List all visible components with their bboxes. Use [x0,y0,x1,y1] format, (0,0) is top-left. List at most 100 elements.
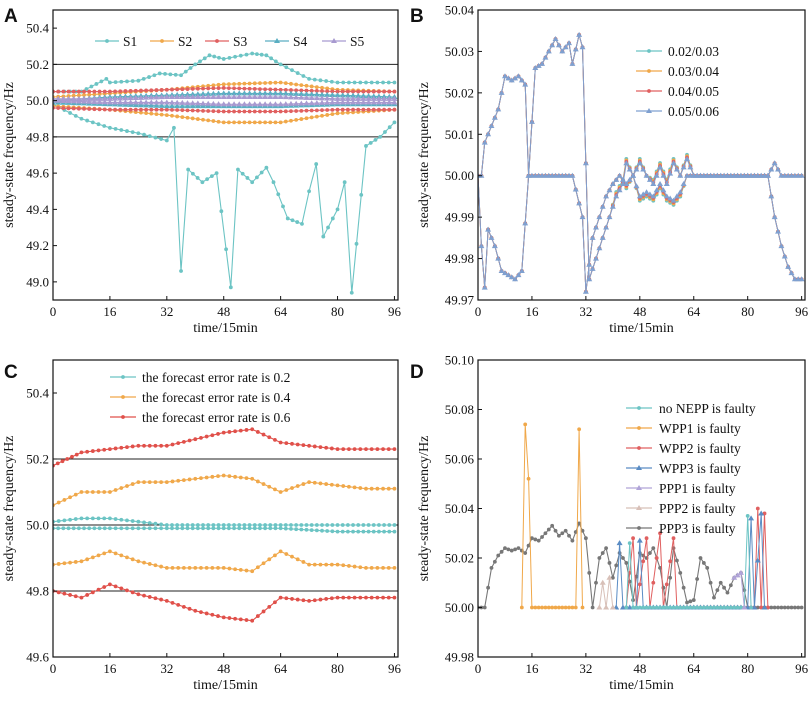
series-S3-lower-point [237,109,242,114]
series-0-05-0-06-upper-point [485,131,492,137]
series-the-forecast-error-rate-is-0-4-lower-point [142,560,146,565]
series-the-forecast-error-rate-is-0-4-lower-point [102,551,107,556]
series-S2-lower-point [164,113,169,118]
series-the-forecast-error-rate-is-0-4-lower-point [358,565,363,570]
series-S1-lower-point [240,171,245,176]
series-S5-lower-point [246,101,253,107]
series-the-forecast-error-rate-is-0-6-lower-point [369,595,374,600]
series-S3-lower-point [221,109,226,114]
series-0-05-0-06-lower-point [788,270,795,276]
series-S3-upper-point [252,87,257,91]
series-the-forecast-error-rate-is-0-6-upper-point [187,438,192,443]
series-S3-lower-point [330,107,335,112]
series-S3-lower-point [66,106,71,111]
series-0-05-0-06-lower-point [613,176,620,182]
panel-d [477,359,806,658]
series-ppp3-base-point [523,551,528,555]
series-S5-lower-point [96,99,103,105]
series-the-forecast-error-rate-is-0-2-lower-point [387,529,392,534]
series-ppp3-base-point [722,585,726,590]
series-S5-upper-point [298,94,305,100]
series-the-forecast-error-rate-is-0-6-lower-point [290,597,294,601]
series-the-forecast-error-rate-is-0-6-upper-point [318,445,323,450]
series-S1-upper-point [284,65,289,70]
series-S1-upper-point [318,78,323,83]
series-S5-upper-point [334,95,341,101]
series-the-forecast-error-rate-is-0-6-upper-point [204,434,209,439]
series-S5-upper-point [272,94,279,99]
series-0-05-0-06-lower-point [670,197,677,203]
series-S2-lower-point [221,120,226,125]
series-0-05-0-06-upper-point [613,193,620,199]
series-S3-upper-point [108,89,112,94]
series-S5-lower-point [81,98,88,104]
series-the-forecast-error-rate-is-0-2-upper-point [289,523,293,527]
series-S5-upper-point [282,94,289,100]
series-the-forecast-error-rate-is-0-4-upper-point [164,480,169,484]
legend-label: S2 [178,34,192,49]
series-S1-lower-point [300,221,304,226]
series-S4-upper-point [298,91,305,97]
series-S5-upper-point [117,95,124,101]
series-the-forecast-error-rate-is-0-4-lower-point [250,569,255,574]
series-S5-upper-point [386,95,393,101]
series-S1-lower-point [364,144,368,148]
series-S5-upper-point [220,94,227,99]
series-S2-upper-point [268,80,273,85]
series-S3-lower-point [170,107,174,112]
series-the-forecast-error-rate-is-0-2-upper-point [221,523,226,527]
series-the-forecast-error-rate-is-0-6-upper-point [284,441,289,446]
series-S1-lower-point [228,285,233,290]
series-the-forecast-error-rate-is-0-2-upper-point [330,523,335,527]
legend-marker [636,485,642,490]
series-the-forecast-error-rate-is-0-4-lower-point [159,564,164,569]
series-the-forecast-error-rate-is-0-2-upper-point [335,523,340,527]
series-S3-upper-point [392,89,397,94]
legend-label: S5 [350,34,365,49]
series-the-forecast-error-rate-is-0-4-lower-point [392,566,397,570]
x-tick-label: 48 [633,661,646,676]
series-spike-no-point [705,605,710,610]
series-S4-upper-point [344,92,351,98]
series-S3-lower-point [206,109,211,113]
series-spike-no-point [728,605,733,610]
series-the-forecast-error-rate-is-0-4-lower-point [301,560,306,564]
series-the-forecast-error-rate-is-0-2-upper-point [96,516,101,521]
series-S4-lower-point [179,103,186,109]
series-the-forecast-error-rate-is-0-4-lower-point [164,566,169,570]
series-the-forecast-error-rate-is-0-2-upper-point [366,523,371,527]
series-the-forecast-error-rate-is-0-4-lower-point [96,553,101,558]
series-S1-lower-point [108,125,112,130]
series-the-forecast-error-rate-is-0-4-upper-point [227,474,232,479]
series-S5-upper-point [225,94,232,99]
series-the-forecast-error-rate-is-0-2-upper-point [180,523,185,527]
series-S5-lower-point [225,101,232,107]
series-S3-lower-point [71,106,76,111]
series-ppp3-base-point [712,595,716,600]
series-the-forecast-error-rate-is-0-4-lower-point [347,564,351,568]
series-the-forecast-error-rate-is-0-6-lower-point [68,593,72,597]
series-the-forecast-error-rate-is-0-6-upper-point [210,433,215,438]
series-S3-upper-point [66,89,71,94]
series-S3-lower-point [345,107,350,112]
series-S3-upper-point [330,89,335,94]
series-ppp3-base-point [688,599,693,604]
series-0-05-0-06-lower-point [495,255,502,261]
series-0-05-0-06-upper-point [589,265,596,271]
series-the-forecast-error-rate-is-0-2-lower-point [294,527,299,532]
series-S3-lower-point [180,108,185,113]
legend [110,375,136,419]
series-0-05-0-06-upper-point [559,48,566,54]
series-the-forecast-error-rate-is-0-6-upper-point [238,428,243,433]
series-S3-upper-point [206,86,211,91]
series-S3-upper-point [314,89,319,93]
series-the-forecast-error-rate-is-0-2-upper-point [382,523,386,527]
series-0-05-0-06-lower-point [660,187,667,193]
series-0-05-0-06-lower-point [515,272,522,278]
series-S1-lower-point [373,137,378,142]
series-S2-lower-point [309,115,314,120]
series-S3-upper-point [237,86,242,91]
series-S5-upper-point [231,94,238,99]
series-S3-lower-point [139,107,143,112]
series-S1-lower-point [387,125,392,130]
